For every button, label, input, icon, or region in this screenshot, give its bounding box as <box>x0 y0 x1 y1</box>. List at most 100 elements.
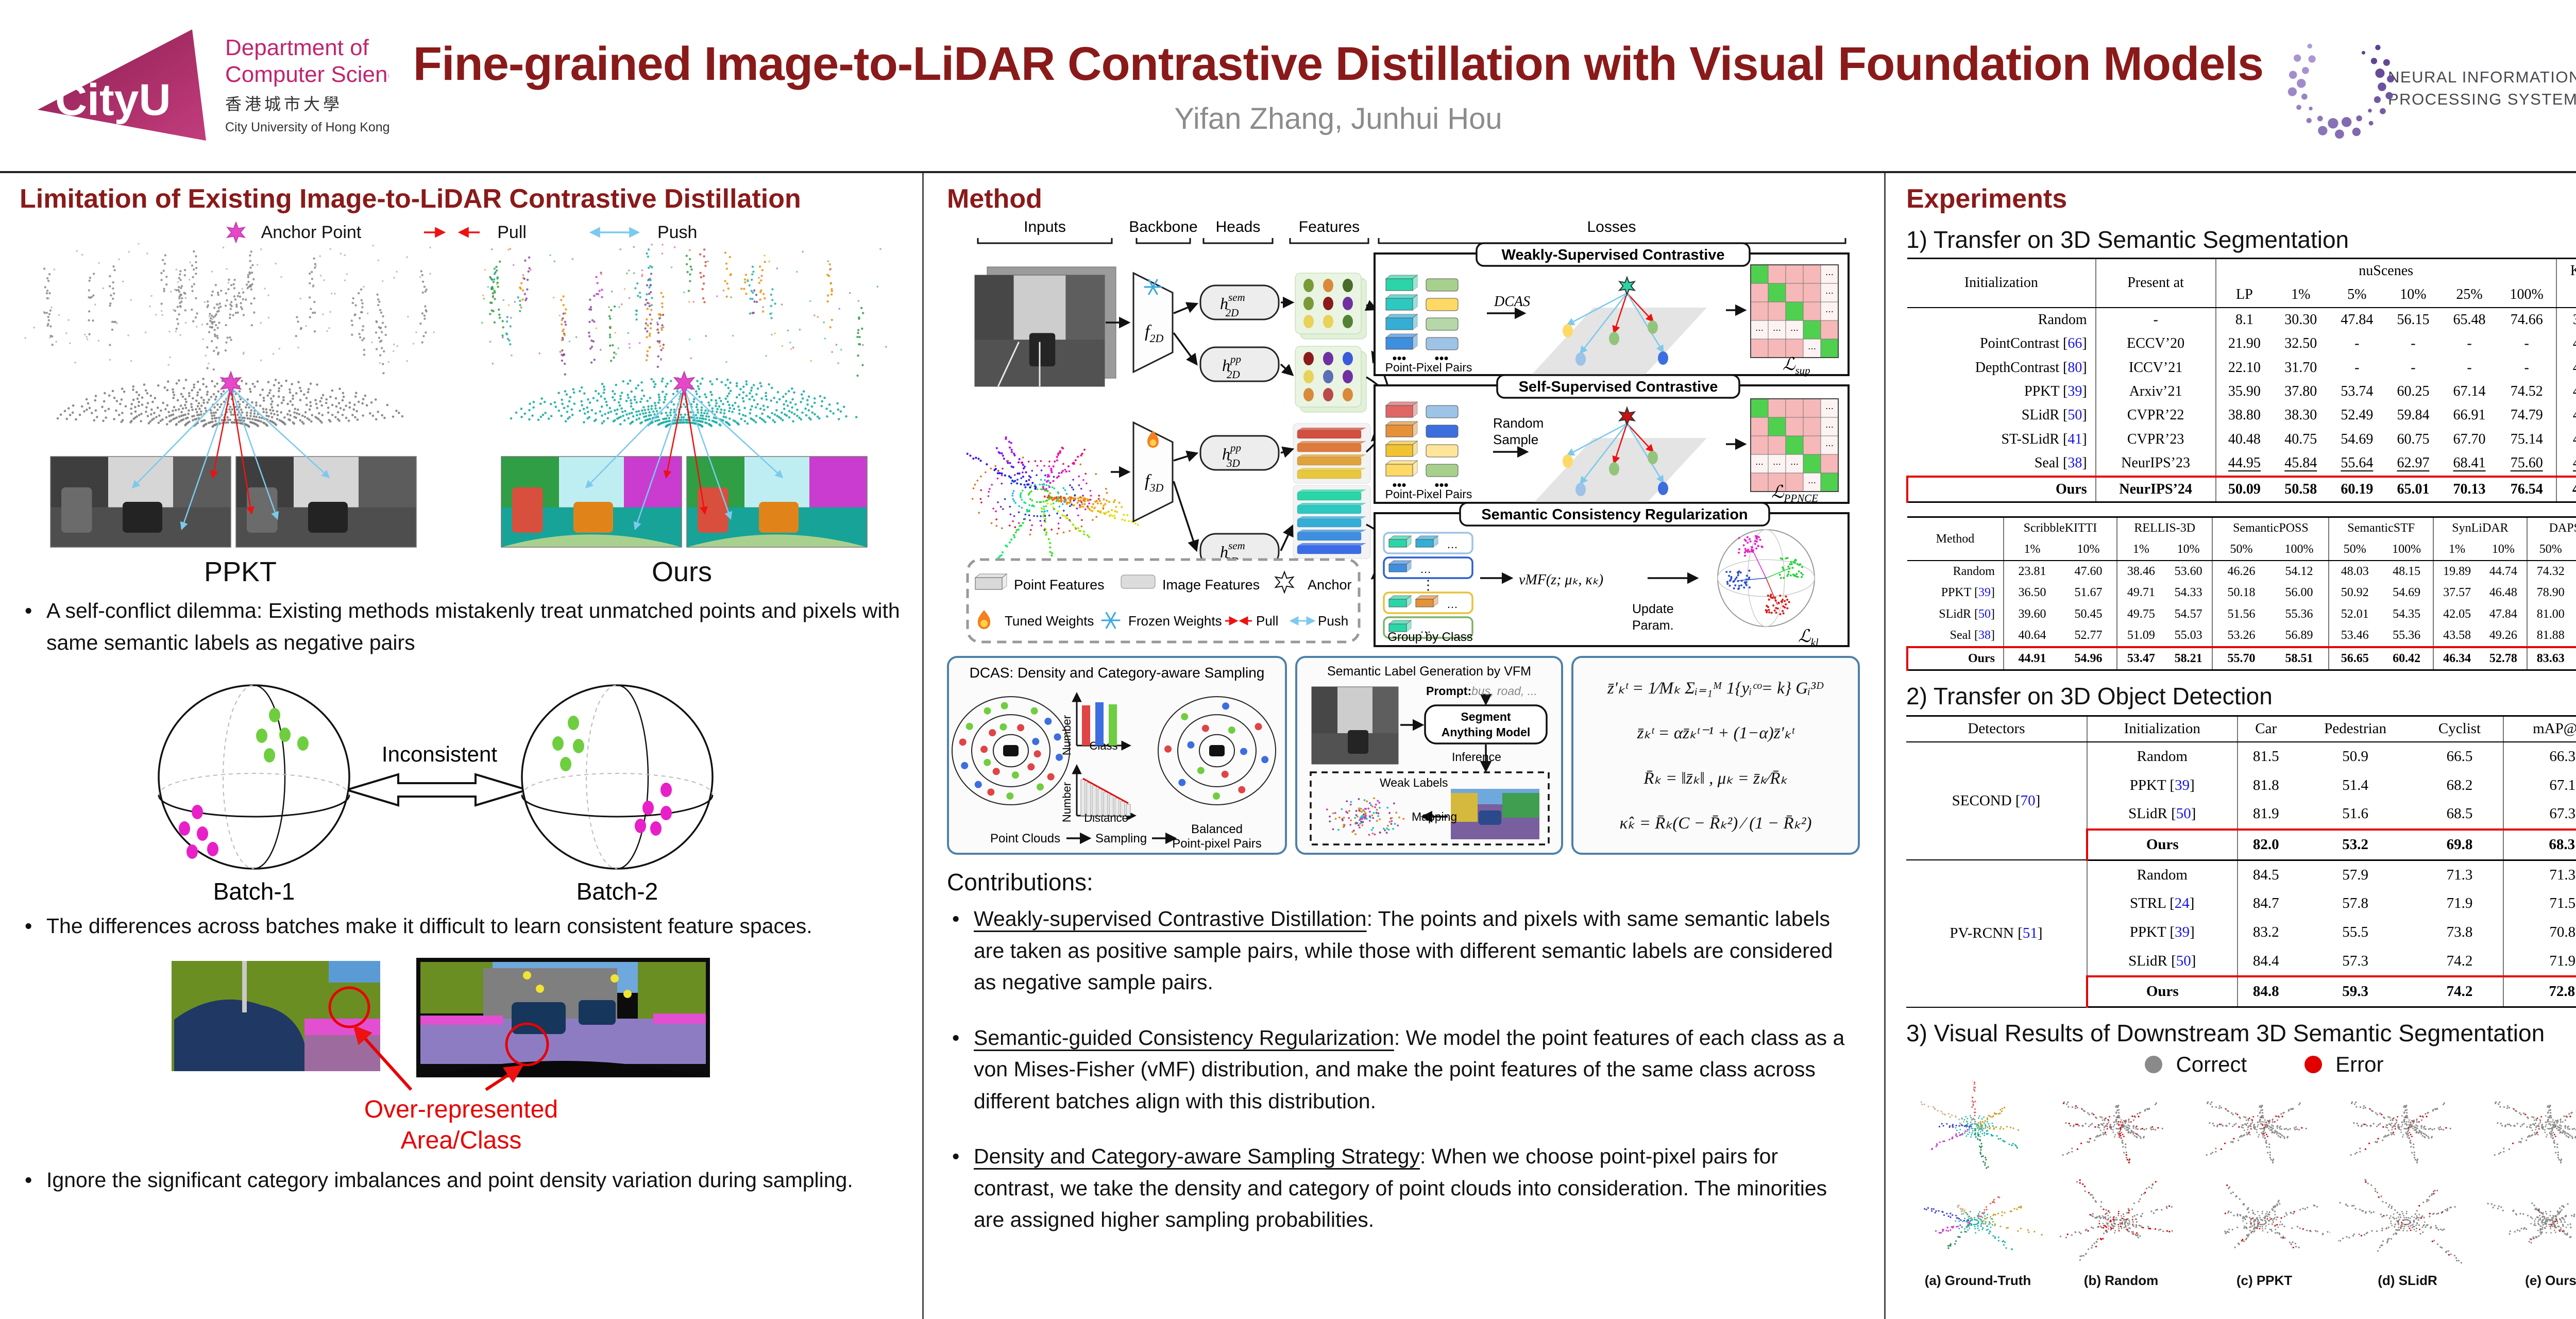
value-cell: 49.38 <box>2555 475 2576 503</box>
method-cell: Random <box>2086 741 2238 771</box>
value-cell: 71.3 <box>2446 866 2473 883</box>
dataset-group: SemanticPOSS <box>2212 516 2329 539</box>
dcas-flow3a: Balanced <box>1191 822 1243 836</box>
value-cell: 79.38 <box>2574 561 2576 582</box>
visual-caption-5: (e) Ours <box>2525 1273 2576 1289</box>
svg-text:⋯: ⋯ <box>1790 460 1799 469</box>
table-row: PPKT [39] 36.50 51.67 49.71 54.33 50.18 56.00 5… <box>1907 582 2576 604</box>
value-cell: 54.69 <box>2341 431 2374 447</box>
value-cell: 51.67 <box>2074 586 2103 600</box>
value-cell: 55.03 <box>2174 628 2202 642</box>
svg-text:…: … <box>1447 538 1458 551</box>
value-cell: 41.50 <box>2555 356 2576 380</box>
value-cell: 56.15 <box>2397 311 2430 328</box>
dataset-group: ScribbleKITTI <box>2003 516 2117 539</box>
method-cell: PointContrast [66] <box>1980 335 2087 352</box>
value-cell: 51.09 <box>2116 624 2165 648</box>
loss-kl: ℒkl <box>1798 627 1819 648</box>
method-cell: SLidR [50] <box>2086 946 2238 977</box>
right-column: Experiments 1) Transfer on 3D Semantic S… <box>1886 173 2576 1319</box>
table-row: SECOND [70] Random 81.5 50.9 66.5 66.3 <box>1906 741 2576 861</box>
value-cell: 81.00 <box>2526 603 2574 625</box>
method-cell: ST-SLidR [41] <box>2001 431 2087 447</box>
svg-text:•••: ••• <box>1434 350 1448 366</box>
camera-image-input <box>974 266 1116 387</box>
value-cell: 81.5 <box>2236 741 2294 771</box>
value-cell: 81.88 <box>2526 624 2574 648</box>
diagram-col-features: Features <box>1299 218 1360 235</box>
value-cell: CVPR’23 <box>2095 427 2216 452</box>
dcas-flow3b: Point-pixel Pairs <box>1172 837 1261 851</box>
method-cell: Random <box>1953 565 1995 579</box>
weakly-supervised-contrastive-box: Weakly-Supervised Contrastive ••• ••• Poi… <box>1374 242 1850 377</box>
lidar-pointcloud-input <box>966 436 1139 570</box>
svg-text:⋯: ⋯ <box>1773 460 1781 469</box>
value-cell: 48.15 <box>2393 565 2421 579</box>
value-cell: 8.1 <box>2215 307 2273 332</box>
value-cell: 74.79 <box>2510 407 2543 424</box>
3d-pp-features <box>1293 423 1371 484</box>
visual-result-cell <box>2324 1177 2479 1270</box>
dataset-group: SemanticSTF <box>2328 516 2434 539</box>
value-cell: 54.12 <box>2285 565 2313 579</box>
value-cell: 54.57 <box>2174 607 2202 621</box>
value-cell: 46.48 <box>2489 586 2517 600</box>
loss-ppnce: ℒPPNCE <box>1771 483 1818 504</box>
left-bullet-3: Ignore the significant category imbalanc… <box>20 1164 903 1196</box>
value-cell: ICCV’21 <box>2095 356 2216 380</box>
value-cell: 31.70 <box>2284 359 2317 376</box>
value-cell: 68.41 <box>2453 455 2486 471</box>
ppp-label-1: Point-Pixel Pairs <box>1385 361 1472 374</box>
method-cell: PPKT [39] <box>2086 918 2238 947</box>
neurips-line1: NEURAL INFORMATION <box>2388 68 2576 86</box>
value-cell: 36.50 <box>2003 582 2060 604</box>
value-cell: - <box>2467 359 2472 376</box>
pointcloud-comparison-figure <box>24 243 887 548</box>
value-cell: 19.89 <box>2433 561 2480 583</box>
semantic-segmentation-table-datasets: Method ScribbleKITTI RELLIS-3D SemanticPOSS… <box>1906 516 2576 671</box>
value-cell: 81.8 <box>2236 771 2294 800</box>
visual-results-grid <box>1906 1077 2576 1270</box>
value-cell: 54.35 <box>2393 607 2421 621</box>
value-cell: 32.50 <box>2284 335 2317 352</box>
method-cell: SLidR [50] <box>1939 607 1995 621</box>
value-cell: 55.36 <box>2393 628 2421 642</box>
cityu-cn-name: 香港城市大學 <box>225 95 343 113</box>
value-cell: 67.14 <box>2453 383 2486 399</box>
value-cell: 67.3 <box>2502 800 2576 830</box>
value-cell: 38.30 <box>2284 407 2317 424</box>
diagram-col-heads: Heads <box>1216 218 1261 235</box>
object-detection-table: Detectors Initialization Car Pedestrian Cycl… <box>1906 715 2576 1008</box>
value-cell: 62.97 <box>2397 455 2430 471</box>
table-row: Ours 44.91 54.96 53.47 58.21 55.70 58.51 56.65 6… <box>1906 646 2576 671</box>
diagram-legend: Point Features Image Features Anchor Tun… <box>966 558 1361 644</box>
value-cell: 45.84 <box>2284 455 2317 471</box>
svg-text:Self-Supervised Contrastive: Self-Supervised Contrastive <box>1519 379 1718 395</box>
subhead: 100% <box>2573 539 2576 562</box>
value-cell: 70.8 <box>2502 918 2576 947</box>
table-row: PV-RCNN [51] Random 84.5 57.9 71.3 71.3 <box>1906 860 2576 1008</box>
subhead: 1% <box>2003 539 2060 562</box>
subhead: 1% <box>2116 539 2165 562</box>
method-bottom-boxes: DCAS: Density and Category-aware Samplin… <box>947 656 1861 855</box>
contributions-list: Weakly-supervised Contrastive Distillati… <box>947 903 1861 1236</box>
svg-text:…: … <box>1420 563 1431 576</box>
method-cell: Ours <box>1906 646 2004 671</box>
value-cell: 52.01 <box>2328 603 2381 625</box>
table-row: PPKT [39] 81.8 51.4 68.2 67.1 <box>1906 771 2576 800</box>
visual-results-captions: (a) Ground-Truth (b) Random (c) PPKT (d) SL… <box>1906 1273 2576 1289</box>
visual-result-cell <box>1906 1077 2047 1174</box>
cityu-dept-line1: Department of <box>225 35 369 60</box>
value-cell: 44.00 <box>2555 379 2576 404</box>
value-cell: 58.21 <box>2164 646 2213 671</box>
vfm-weak-labels: Weak Labels <box>1380 776 1448 789</box>
value-cell: 41.10 <box>2555 332 2576 356</box>
value-cell: 52.77 <box>2074 628 2103 642</box>
poster-authors: Yifan Zhang, Junhui Hou <box>1174 102 1502 136</box>
subhead: 10% <box>2385 283 2442 308</box>
svg-text:…: … <box>1420 622 1431 635</box>
col-method: Method <box>1907 516 2004 562</box>
method-cell: Ours <box>1906 475 2096 503</box>
